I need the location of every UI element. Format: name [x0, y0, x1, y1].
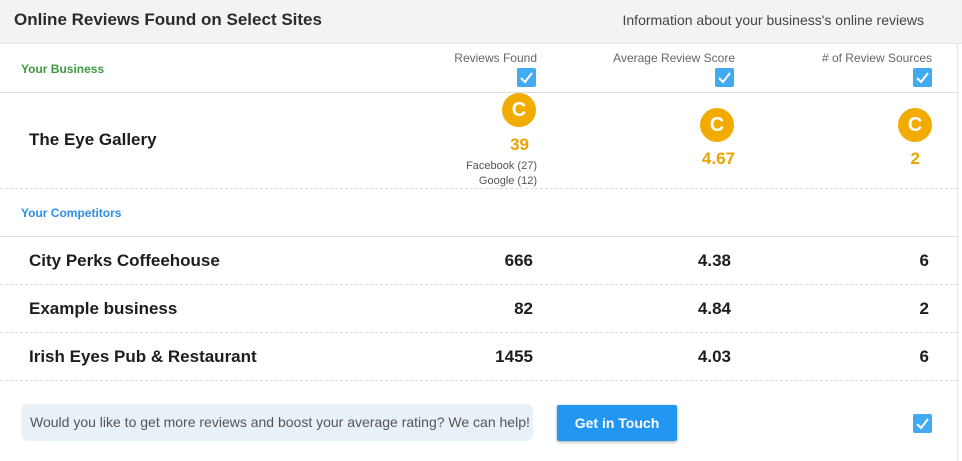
source-facebook-count: Facebook (27): [466, 160, 537, 172]
review-sources-grade-badge: C: [898, 108, 932, 142]
panel-header: Online Reviews Found on Select Sites Inf…: [0, 0, 962, 44]
page-subtitle: Information about your business's online…: [622, 12, 925, 28]
divider: [0, 188, 958, 189]
divider: [0, 92, 958, 93]
cta-checkbox[interactable]: [913, 414, 932, 433]
column-header-reviews-found: Reviews Found: [454, 51, 537, 65]
average-score-grade-badge: C: [700, 108, 734, 142]
average-score-value: 4.67: [701, 149, 735, 168]
checkbox-checked-icon: [916, 418, 929, 430]
competitor-reviews-found: 82: [514, 299, 533, 318]
cta-message-box: Would you like to get more reviews and b…: [21, 404, 533, 441]
checkbox-checked-icon: [520, 72, 533, 84]
cta-message: Would you like to get more reviews and b…: [30, 414, 530, 430]
competitor-review-sources: 6: [919, 251, 929, 270]
checkbox-checked-icon: [718, 72, 731, 84]
competitor-name: City Perks Coffeehouse: [29, 251, 220, 270]
get-in-touch-button[interactable]: Get in Touch: [557, 405, 677, 441]
competitor-review-sources: 6: [919, 347, 929, 366]
competitor-reviews-found: 1455: [495, 347, 533, 366]
reviews-found-value: 39: [510, 135, 529, 154]
divider: [0, 380, 958, 381]
reviews-found-checkbox[interactable]: [517, 68, 536, 87]
competitor-average-score: 4.84: [697, 299, 731, 318]
business-name: The Eye Gallery: [29, 130, 157, 149]
competitor-row: Irish Eyes Pub & Restaurant 1455 4.03 6: [0, 333, 958, 381]
source-google-count: Google (12): [478, 175, 537, 187]
competitor-average-score: 4.38: [697, 251, 731, 270]
checkbox-checked-icon: [916, 72, 929, 84]
competitor-row: Example business 82 4.84 2: [0, 285, 958, 333]
page-title: Online Reviews Found on Select Sites: [14, 10, 322, 29]
competitor-name: Irish Eyes Pub & Restaurant: [29, 347, 257, 366]
review-sources-value: 2: [910, 149, 920, 168]
competitor-reviews-found: 666: [504, 251, 533, 270]
section-label-competitors: Your Competitors: [21, 206, 122, 220]
section-label-your-business: Your Business: [21, 62, 105, 76]
competitor-average-score: 4.03: [697, 347, 731, 366]
competitor-review-sources: 2: [919, 299, 929, 318]
divider: [0, 332, 958, 333]
column-header-review-sources: # of Review Sources: [821, 51, 932, 65]
competitor-name: Example business: [29, 299, 178, 318]
review-sources-checkbox[interactable]: [913, 68, 932, 87]
panel-body: [0, 44, 958, 461]
average-score-checkbox[interactable]: [715, 68, 734, 87]
divider: [0, 236, 958, 237]
divider: [0, 284, 958, 285]
competitor-row: City Perks Coffeehouse 666 4.38 6: [0, 237, 958, 285]
reviews-found-grade-badge: C: [502, 93, 536, 127]
column-header-average-score: Average Review Score: [613, 51, 735, 65]
